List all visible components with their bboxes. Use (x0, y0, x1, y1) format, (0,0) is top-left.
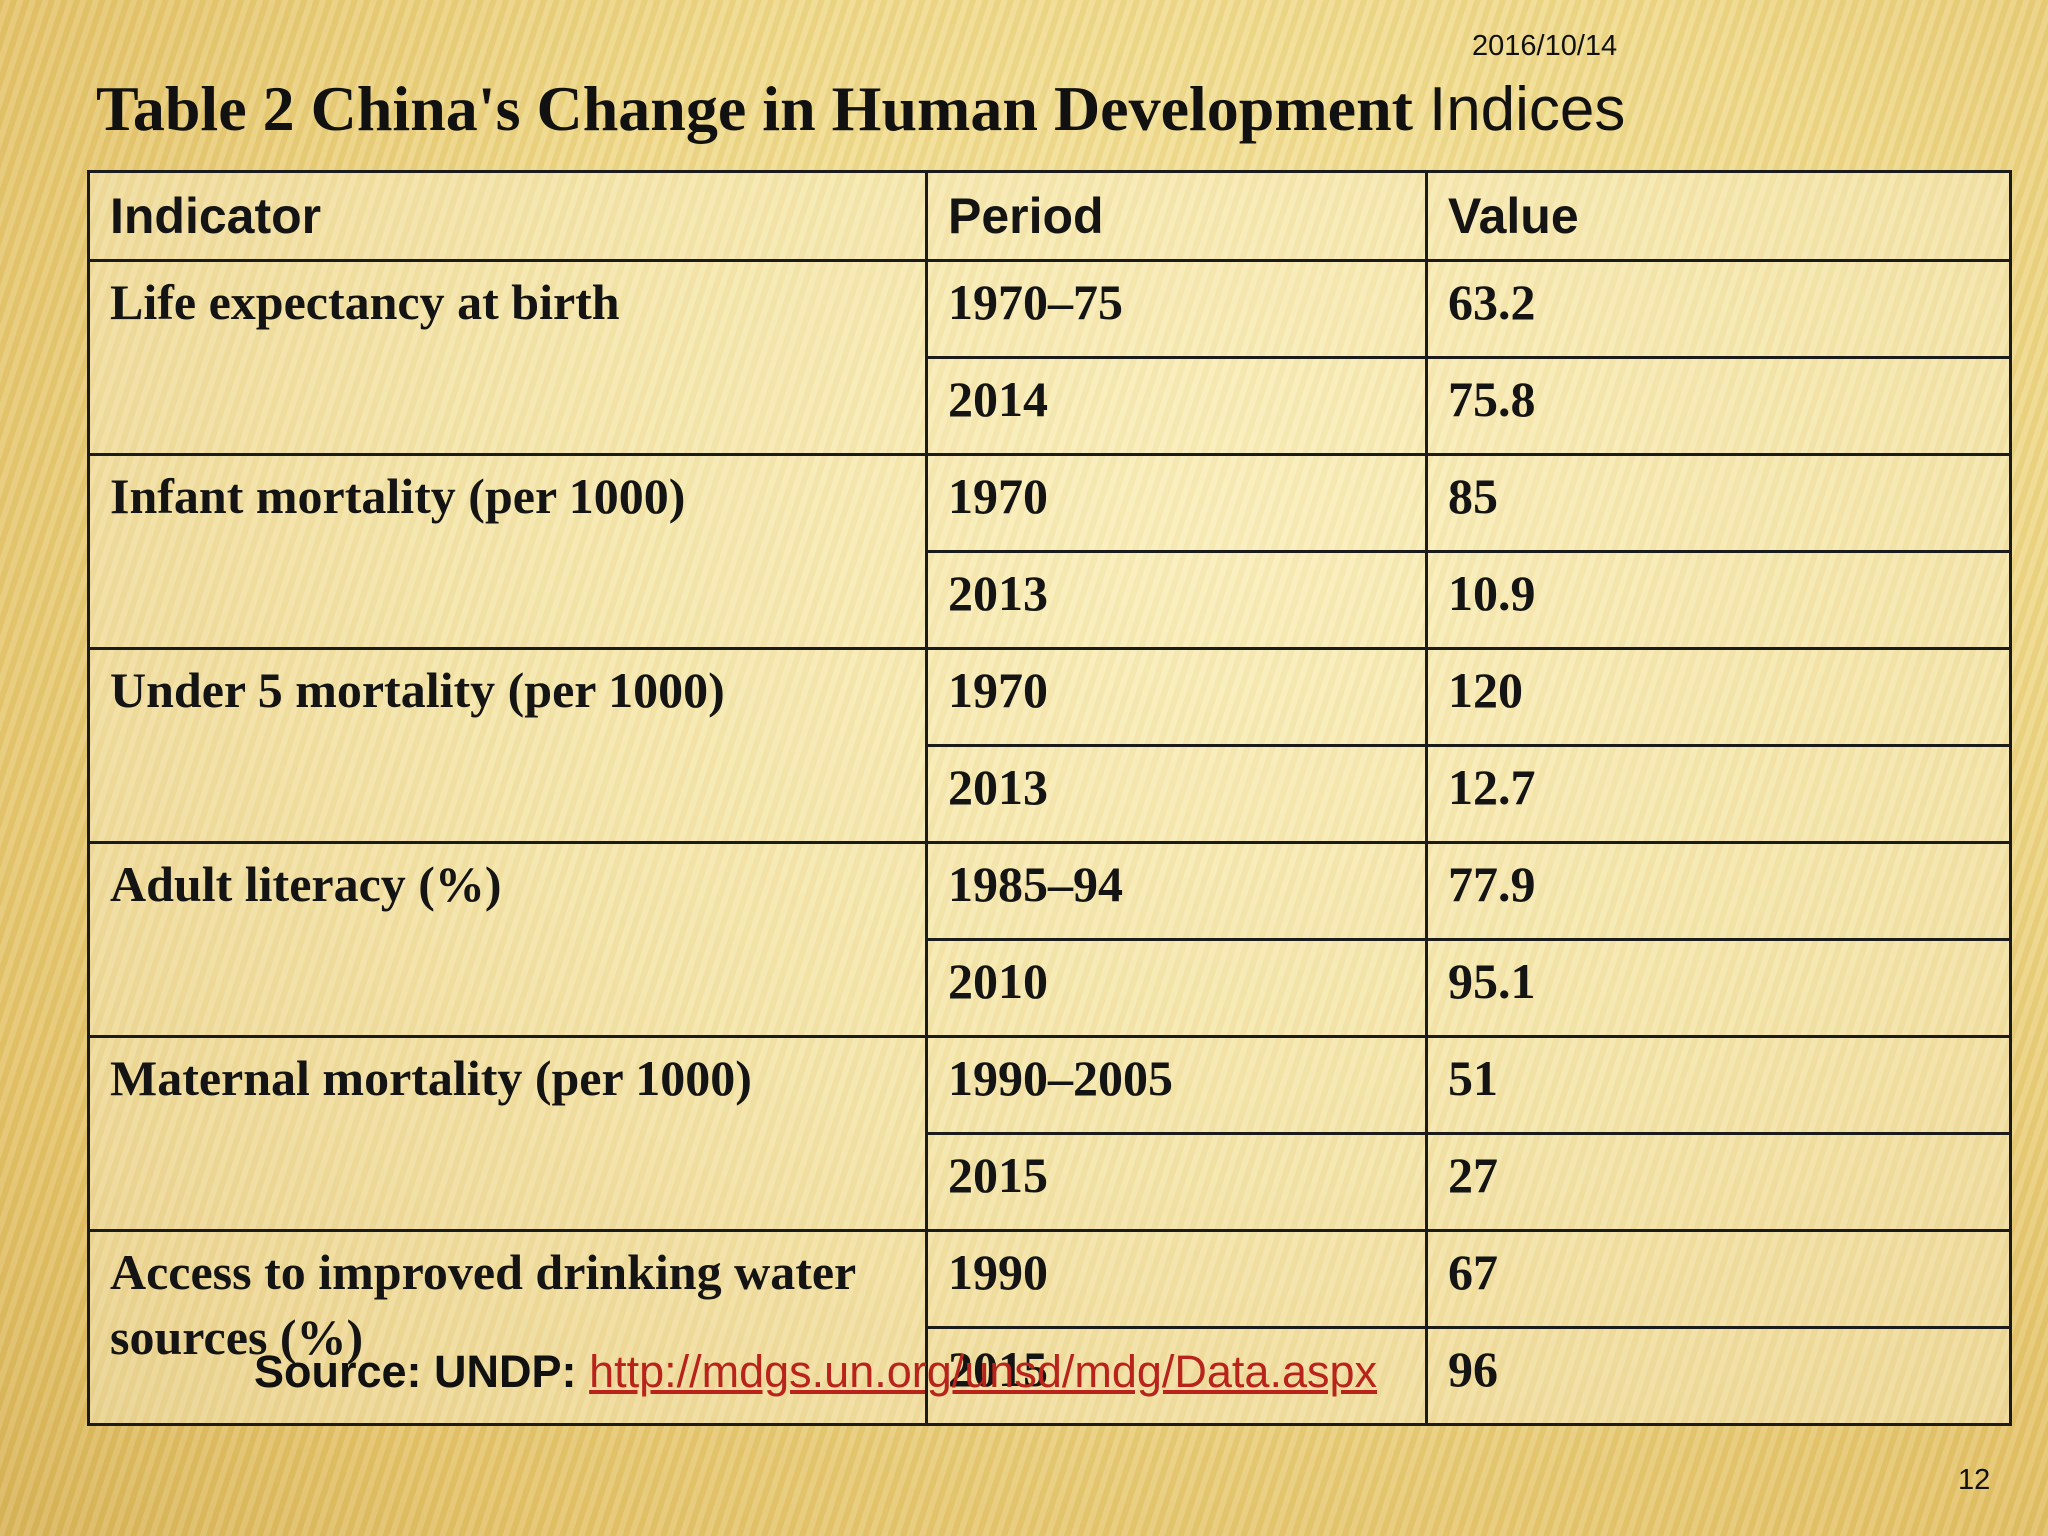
table-row: Under 5 mortality (per 1000) 1970 120 (87, 647, 2012, 844)
table-row: Infant mortality (per 1000) 1970 85 (87, 453, 2012, 650)
value-cell: 63.2 (1425, 259, 2012, 359)
period-cell: 2015 (925, 1326, 1428, 1426)
table-row: 2013 10.9 (89, 550, 2012, 650)
indicator-cell: Maternal mortality (per 1000) (87, 1035, 928, 1232)
header-indicator: Indicator (87, 170, 928, 262)
value-cell: 95.1 (1425, 938, 2012, 1038)
period-cell: 2015 (925, 1132, 1428, 1232)
indices-table: Indicator Period Value Life expectancy a… (87, 170, 2012, 1426)
period-cell: 2013 (925, 744, 1428, 844)
indicator-cell: Infant mortality (per 1000) (87, 453, 928, 650)
period-cell: 2010 (925, 938, 1428, 1038)
table-row: 2013 12.7 (89, 744, 2012, 844)
value-cell: 10.9 (1425, 550, 2012, 650)
title-sans-part: Indices (1428, 75, 1626, 144)
source-line: Source: UNDP: http://mdgs.un.org/unsd/md… (254, 1346, 1377, 1398)
value-cell: 120 (1425, 647, 2012, 747)
indicator-cell: Under 5 mortality (per 1000) (87, 647, 928, 844)
source-link[interactable]: http://mdgs.un.org/unsd/mdg/Data.aspx (589, 1346, 1378, 1397)
value-cell: 12.7 (1425, 744, 2012, 844)
slide-date: 2016/10/14 (1472, 30, 1618, 62)
value-cell: 51 (1425, 1035, 2012, 1135)
value-cell: 96 (1425, 1326, 2012, 1426)
indicator-cell: Adult literacy (%) (87, 841, 928, 1038)
value-cell: 85 (1425, 453, 2012, 553)
header-value: Value (1425, 170, 2012, 262)
period-cell: 1985–94 (925, 841, 1428, 941)
period-cell: 1970 (925, 453, 1428, 553)
period-cell: 2013 (925, 550, 1428, 650)
indicator-cell: Access to improved drinking water source… (87, 1229, 928, 1426)
period-cell: 1990–2005 (925, 1035, 1428, 1135)
header-period: Period (925, 170, 1428, 262)
value-cell: 27 (1425, 1132, 2012, 1232)
table-header-row: Indicator Period Value (87, 170, 2012, 262)
value-cell: 67 (1425, 1229, 2012, 1329)
value-cell: 77.9 (1425, 841, 2012, 941)
period-cell: 2014 (925, 356, 1428, 456)
slide-title: Table 2 China's Change in Human Developm… (96, 72, 1625, 146)
page-number: 12 (1958, 1464, 1991, 1496)
period-cell: 1990 (925, 1229, 1428, 1329)
table-row: 2014 75.8 (89, 356, 2012, 456)
period-cell: 1970–75 (925, 259, 1428, 359)
table-row: 2010 95.1 (89, 938, 2012, 1038)
table-row: Adult literacy (%) 1985–94 77.9 (87, 841, 2012, 1038)
indicator-cell: Life expectancy at birth (87, 259, 928, 456)
table-row: 2015 96 (89, 1326, 2012, 1426)
table-row: Access to improved drinking water source… (87, 1229, 2012, 1426)
table-row: 2015 27 (89, 1132, 2012, 1232)
table-row: Life expectancy at birth 1970–75 63.2 (87, 259, 2012, 456)
table-row: Maternal mortality (per 1000) 1990–2005 … (87, 1035, 2012, 1232)
title-serif-part: Table 2 China's Change in Human Developm… (96, 73, 1413, 144)
period-cell: 1970 (925, 647, 1428, 747)
value-cell: 75.8 (1425, 356, 2012, 456)
source-label: Source: UNDP: (254, 1346, 577, 1397)
